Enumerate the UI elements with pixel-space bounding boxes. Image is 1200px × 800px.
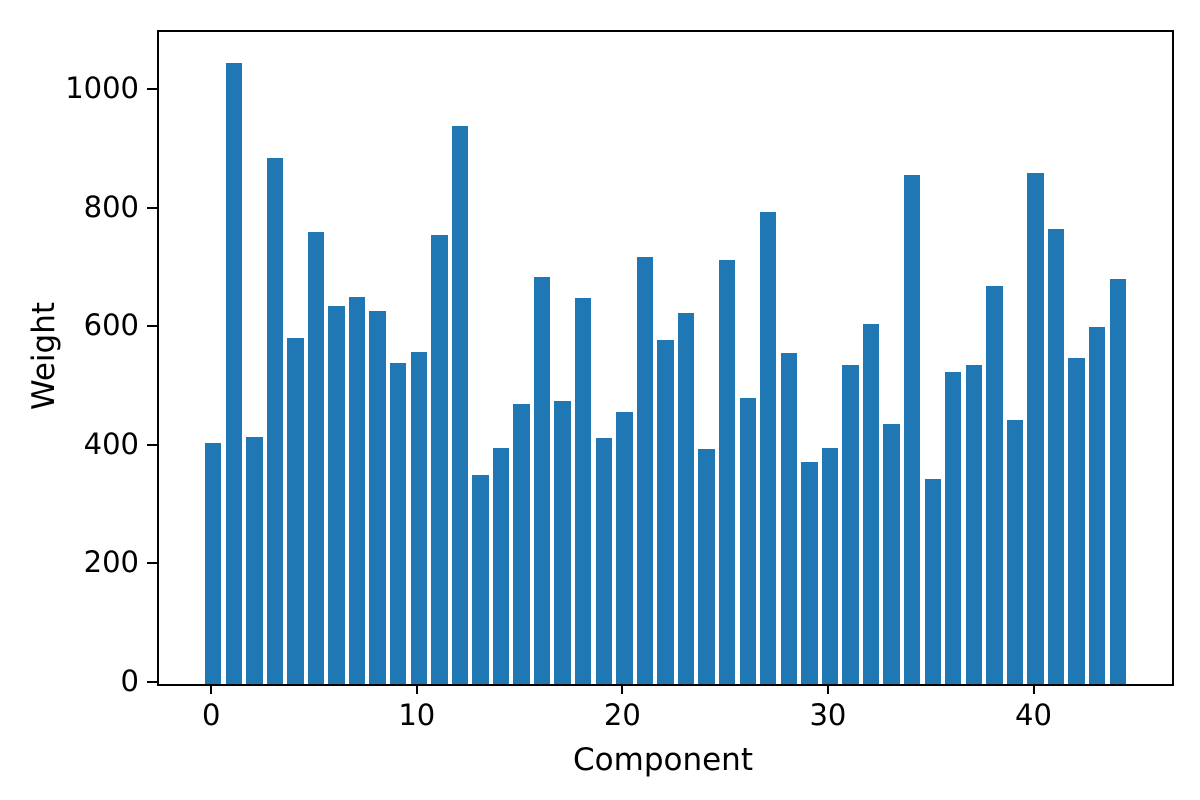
- bar: [760, 212, 777, 684]
- bar: [472, 475, 489, 684]
- bar: [390, 363, 407, 684]
- bar: [842, 364, 859, 684]
- bar: [554, 401, 571, 684]
- y-axis-tick-label: 200: [83, 545, 139, 580]
- x-axis-tick: [1032, 684, 1035, 694]
- bar: [986, 285, 1003, 684]
- y-axis-tick-label: 0: [120, 664, 139, 698]
- x-axis-tick: [210, 684, 213, 694]
- y-axis-tick: [147, 562, 157, 565]
- bar: [328, 305, 345, 684]
- x-axis-tick-label: 20: [603, 698, 641, 732]
- x-axis-tick-label: 0: [202, 698, 221, 732]
- bar: [225, 63, 243, 684]
- bar: [595, 438, 613, 684]
- bar: [1027, 173, 1044, 684]
- bar: [533, 276, 551, 684]
- bar: [1047, 229, 1065, 684]
- bar: [903, 175, 921, 684]
- x-axis-tick-label: 10: [398, 698, 436, 732]
- y-axis-tick: [147, 88, 157, 91]
- x-axis-tick: [415, 684, 418, 694]
- bar: [862, 323, 880, 684]
- y-axis-tick: [147, 681, 157, 683]
- plot-area: [157, 30, 1174, 686]
- bar: [369, 310, 386, 684]
- bar: [945, 372, 962, 684]
- bar: [410, 352, 428, 684]
- bar: [287, 337, 304, 684]
- bar: [451, 125, 469, 684]
- bar: [575, 298, 592, 684]
- y-axis-tick-label: 1000: [65, 71, 139, 106]
- y-axis-tick-label: 800: [83, 189, 139, 224]
- bar: [307, 232, 325, 684]
- bar: [883, 424, 900, 684]
- bar: [677, 312, 695, 684]
- x-axis-tick-label: 40: [1015, 698, 1052, 732]
- bar: [348, 296, 366, 684]
- bar: [246, 436, 263, 684]
- bar: [965, 364, 983, 684]
- bar: [513, 403, 530, 684]
- bar: [801, 461, 818, 684]
- x-axis-tick: [826, 684, 829, 694]
- bar: [698, 448, 715, 684]
- bar: [780, 352, 798, 684]
- x-axis-label: Component: [573, 742, 753, 778]
- bar: [616, 411, 633, 684]
- x-axis-tick-label: 30: [809, 698, 847, 732]
- y-axis-tick: [147, 325, 157, 328]
- bar: [431, 235, 448, 684]
- bar: [1068, 358, 1085, 684]
- bar: [266, 158, 284, 684]
- y-axis-tick: [147, 206, 157, 209]
- bar: [492, 448, 510, 684]
- bar: [205, 443, 222, 684]
- bar: [821, 447, 839, 684]
- bar: [718, 259, 736, 684]
- bar: [657, 339, 674, 684]
- y-axis-label: Weight: [26, 301, 62, 411]
- y-axis-tick-label: 600: [83, 308, 139, 343]
- bar: [924, 478, 941, 684]
- y-axis-tick-label: 400: [83, 426, 139, 461]
- y-axis-tick: [147, 443, 157, 446]
- bar: [739, 397, 756, 684]
- x-axis-tick: [621, 684, 624, 694]
- bar: [1006, 419, 1024, 684]
- bar: [1088, 327, 1106, 684]
- bar: [636, 257, 654, 684]
- bar: [1109, 279, 1126, 684]
